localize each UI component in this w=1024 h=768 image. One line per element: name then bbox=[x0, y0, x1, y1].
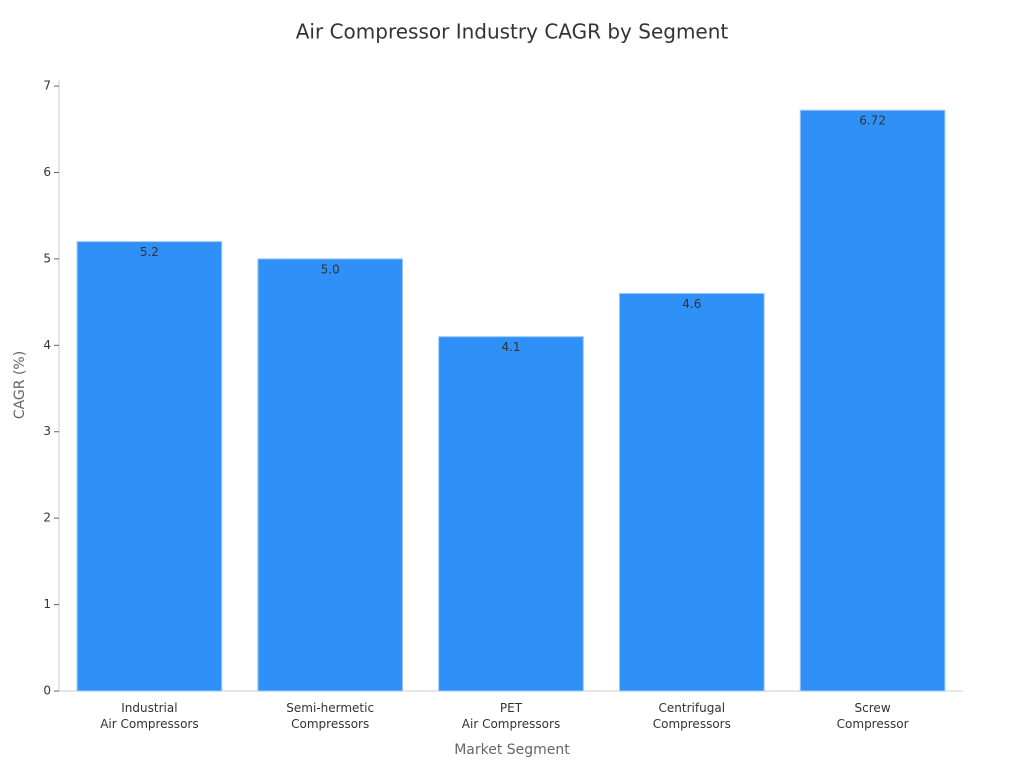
value-label: 6.72 bbox=[859, 114, 886, 128]
y-tick-label: 1 bbox=[43, 597, 51, 611]
y-tick-label: 6 bbox=[43, 165, 51, 179]
value-label: 4.1 bbox=[501, 340, 520, 354]
bar bbox=[438, 336, 584, 692]
bar bbox=[618, 292, 765, 692]
bar bbox=[76, 241, 223, 692]
x-tick-label: Semi-hermetic Compressors bbox=[286, 701, 374, 731]
x-tick-label: PET Air Compressors bbox=[462, 701, 560, 731]
chart-title: Air Compressor Industry CAGR by Segment bbox=[296, 20, 729, 44]
y-axis-label: CAGR (%) bbox=[12, 351, 28, 419]
value-label: 5.2 bbox=[140, 245, 159, 259]
y-tick-label: 2 bbox=[43, 511, 51, 525]
y-tick-label: 7 bbox=[43, 79, 51, 93]
y-tick-label: 0 bbox=[43, 684, 51, 698]
y-tick-label: 3 bbox=[43, 424, 51, 438]
value-label: 4.6 bbox=[682, 297, 701, 311]
value-label: 5.0 bbox=[321, 262, 340, 276]
x-tick-label: Centrifugal Compressors bbox=[653, 701, 731, 731]
y-tick-label: 4 bbox=[43, 338, 51, 352]
x-tick-label: Screw Compressor bbox=[837, 701, 909, 731]
bar bbox=[799, 109, 946, 692]
x-axis-label: Market Segment bbox=[454, 742, 570, 758]
x-tick-label: Industrial Air Compressors bbox=[100, 701, 198, 731]
y-tick-label: 5 bbox=[43, 251, 51, 265]
bar bbox=[257, 258, 404, 692]
